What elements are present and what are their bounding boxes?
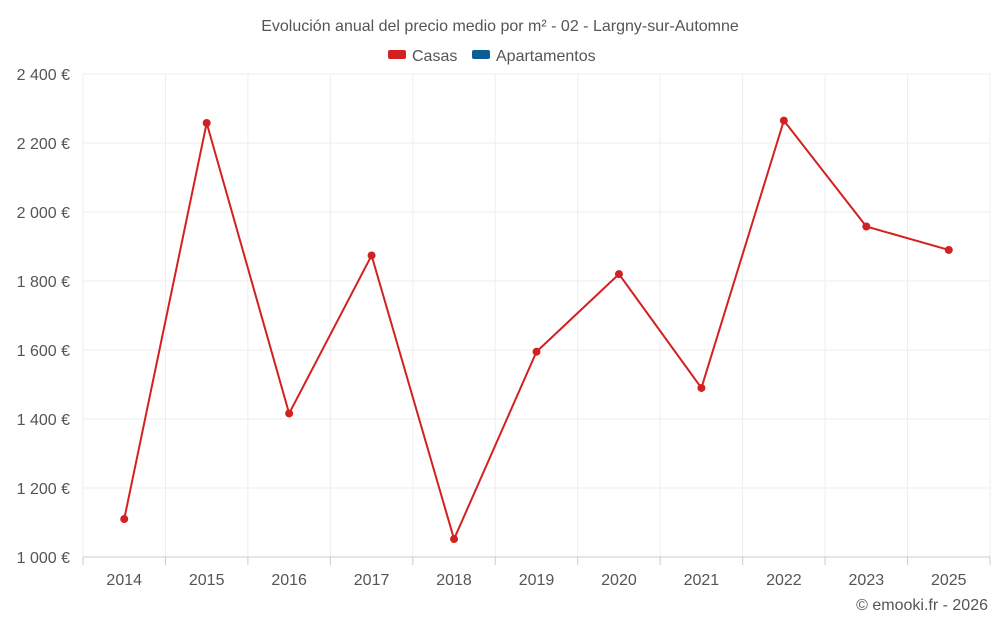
y-tick-label: 1 000 € [17, 550, 70, 567]
data-point-casas[interactable] [532, 347, 541, 356]
legend-swatch-casas [388, 50, 406, 59]
legend-item-casas[interactable]: Casas [388, 48, 457, 65]
x-tick-label: 2015 [189, 572, 225, 589]
x-tick-label: 2014 [106, 572, 142, 589]
data-point-casas[interactable] [779, 116, 788, 125]
data-point-casas[interactable] [450, 535, 459, 544]
x-tick-label: 2021 [684, 572, 720, 589]
y-tick-label: 2 000 € [17, 205, 70, 222]
grid [82, 73, 991, 557]
y-axis: 1 000 € 1 200 € 1 400 € 1 600 € 1 800 € 2 000… [17, 67, 70, 567]
x-tick-label: 2016 [271, 572, 307, 589]
data-point-casas[interactable] [614, 270, 623, 279]
data-point-casas[interactable] [862, 222, 871, 231]
x-tick-label: 2020 [601, 572, 637, 589]
x-tick-label: 2025 [931, 572, 967, 589]
y-tick-label: 1 200 € [17, 481, 70, 498]
data-point-casas[interactable] [367, 251, 376, 260]
x-tick-label: 2019 [519, 572, 555, 589]
y-tick-label: 1 600 € [17, 343, 70, 360]
legend-swatch-apartamentos [472, 50, 490, 59]
x-tick-label: 2023 [849, 572, 885, 589]
data-point-casas[interactable] [285, 409, 294, 418]
data-point-casas[interactable] [697, 383, 706, 392]
legend-label-apartamentos: Apartamentos [496, 48, 596, 65]
y-tick-label: 2 200 € [17, 136, 70, 153]
chart-title: Evolución anual del precio medio por m² … [261, 18, 739, 35]
x-tick-label: 2022 [766, 572, 802, 589]
data-point-casas[interactable] [202, 118, 211, 127]
x-axis: 2014 2015 2016 2017 2018 2019 2020 2021 2022 2023… [82, 556, 991, 589]
y-tick-label: 1 400 € [17, 412, 70, 429]
x-tick-label: 2018 [436, 572, 472, 589]
series-casas [120, 116, 953, 544]
data-point-casas[interactable] [120, 515, 129, 524]
legend: Casas Apartamentos [388, 48, 596, 65]
data-point-casas[interactable] [944, 245, 953, 254]
legend-label-casas: Casas [412, 48, 457, 65]
y-tick-label: 1 800 € [17, 274, 70, 291]
credit-text: © emooki.fr - 2026 [856, 597, 988, 614]
legend-item-apartamentos[interactable]: Apartamentos [472, 48, 596, 65]
y-tick-label: 2 400 € [17, 67, 70, 84]
x-tick-label: 2017 [354, 572, 390, 589]
